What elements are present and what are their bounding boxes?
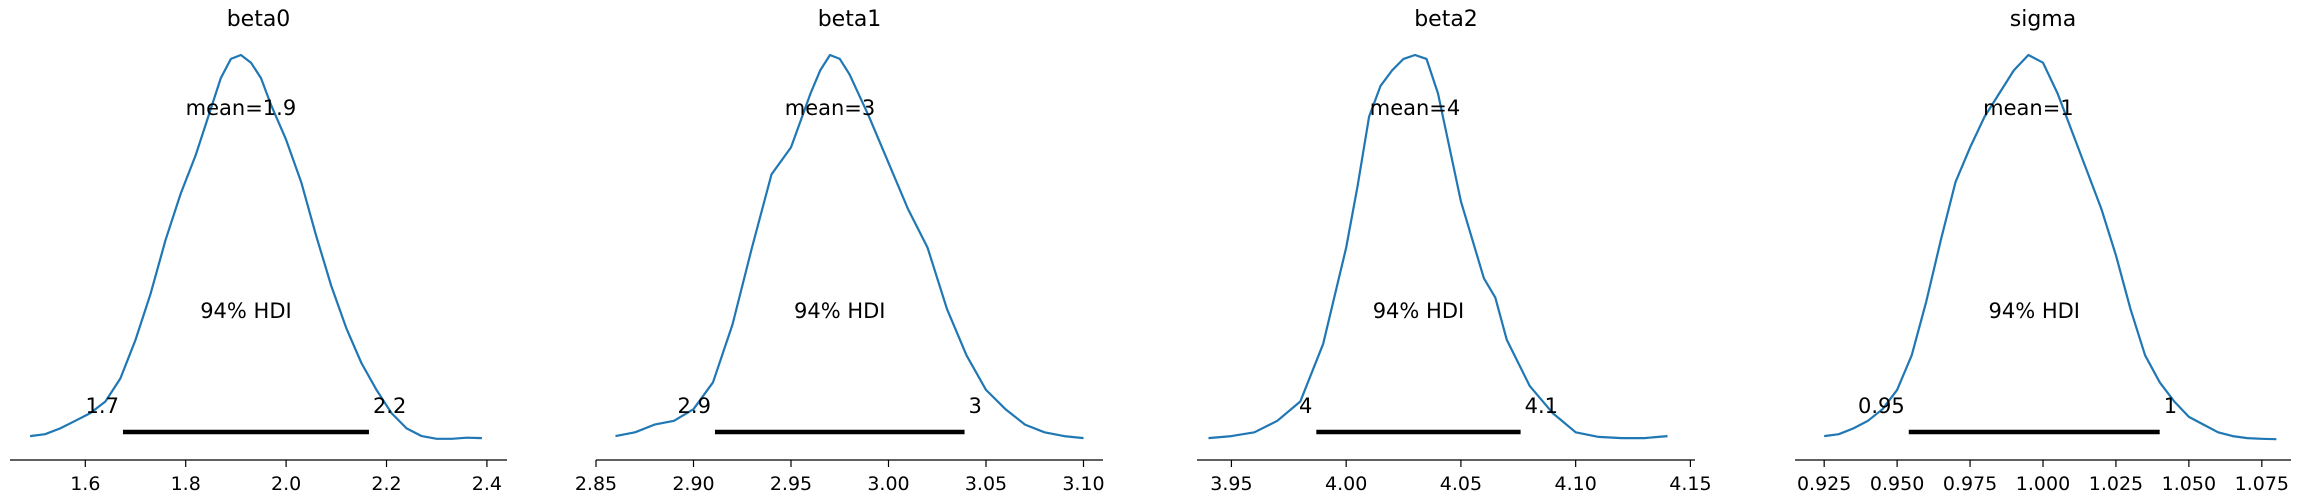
x-tick-label: 0.950 (1870, 473, 1924, 495)
mean-label: mean=1.9 (186, 96, 297, 120)
x-tick-label: 0.975 (1943, 473, 1997, 495)
x-tick-label: 2.0 (271, 473, 301, 495)
panel-title: beta2 (1414, 7, 1478, 32)
x-tick-label: 4.10 (1555, 473, 1597, 495)
hdi-low-label: 4 (1299, 394, 1312, 418)
x-tick-label: 1.025 (2089, 473, 2143, 495)
x-tick-label: 0.925 (1797, 473, 1851, 495)
hdi-low-label: 2.9 (678, 394, 711, 418)
density-curve (1824, 53, 2277, 441)
mean-label: mean=3 (785, 96, 876, 120)
x-tick-label: 4.05 (1440, 473, 1482, 495)
x-tick-label: 1.075 (2235, 473, 2289, 495)
density-curve (29, 53, 482, 440)
x-tick-label: 1.000 (2016, 473, 2070, 495)
panel-title: beta1 (818, 7, 882, 32)
mean-label: mean=4 (1370, 96, 1461, 120)
x-tick-label: 4.15 (1669, 473, 1711, 495)
mean-label: mean=1 (1983, 96, 2074, 120)
x-tick-label: 3.95 (1210, 473, 1252, 495)
x-tick-label: 2.85 (575, 473, 617, 495)
hdi-high-label: 4.1 (1525, 394, 1558, 418)
hdi-high-label: 1 (2164, 394, 2177, 418)
hdi-label: 94% HDI (1373, 299, 1465, 323)
density-curve (1208, 53, 1668, 440)
hdi-high-label: 2.2 (373, 394, 406, 418)
hdi-label: 94% HDI (200, 299, 292, 323)
hdi-low-label: 1.7 (86, 394, 119, 418)
hdi-high-label: 3 (969, 394, 982, 418)
x-tick-label: 2.2 (371, 473, 401, 495)
density-curve (615, 53, 1084, 440)
panel-title: beta0 (227, 7, 291, 32)
x-tick-label: 1.8 (171, 473, 201, 495)
panel-beta2: 3.95 4.00 4.05 4.10 4.15 beta2 mean=4 94% HDI 4 4… (1197, 7, 1712, 495)
x-tick-label: 4.00 (1325, 473, 1367, 495)
x-tick-label: 3.10 (1062, 473, 1104, 495)
panel-beta1: 2.85 2.90 2.95 3.00 3.05 3.10 beta1 mean=3 94% H… (575, 7, 1105, 495)
panel-sigma: 0.925 0.950 0.975 1.000 1.025 1.050 1.075 sigma… (1795, 7, 2291, 495)
x-tick-label: 2.90 (672, 473, 714, 495)
x-tick-label: 1.050 (2162, 473, 2216, 495)
x-tick-label: 3.05 (965, 473, 1007, 495)
x-tick-label: 1.6 (70, 473, 100, 495)
x-tick-label: 2.4 (472, 473, 502, 495)
hdi-label: 94% HDI (794, 299, 886, 323)
hdi-label: 94% HDI (1988, 299, 2080, 323)
hdi-low-label: 0.95 (1858, 394, 1905, 418)
x-tick-label: 3.00 (867, 473, 909, 495)
panel-beta0: 1.6 1.8 2.0 2.2 2.4 beta0 mean=1.9 94% HDI 1.7 2.… (10, 7, 507, 495)
panel-title: sigma (2010, 7, 2076, 32)
x-tick-label: 2.95 (770, 473, 812, 495)
